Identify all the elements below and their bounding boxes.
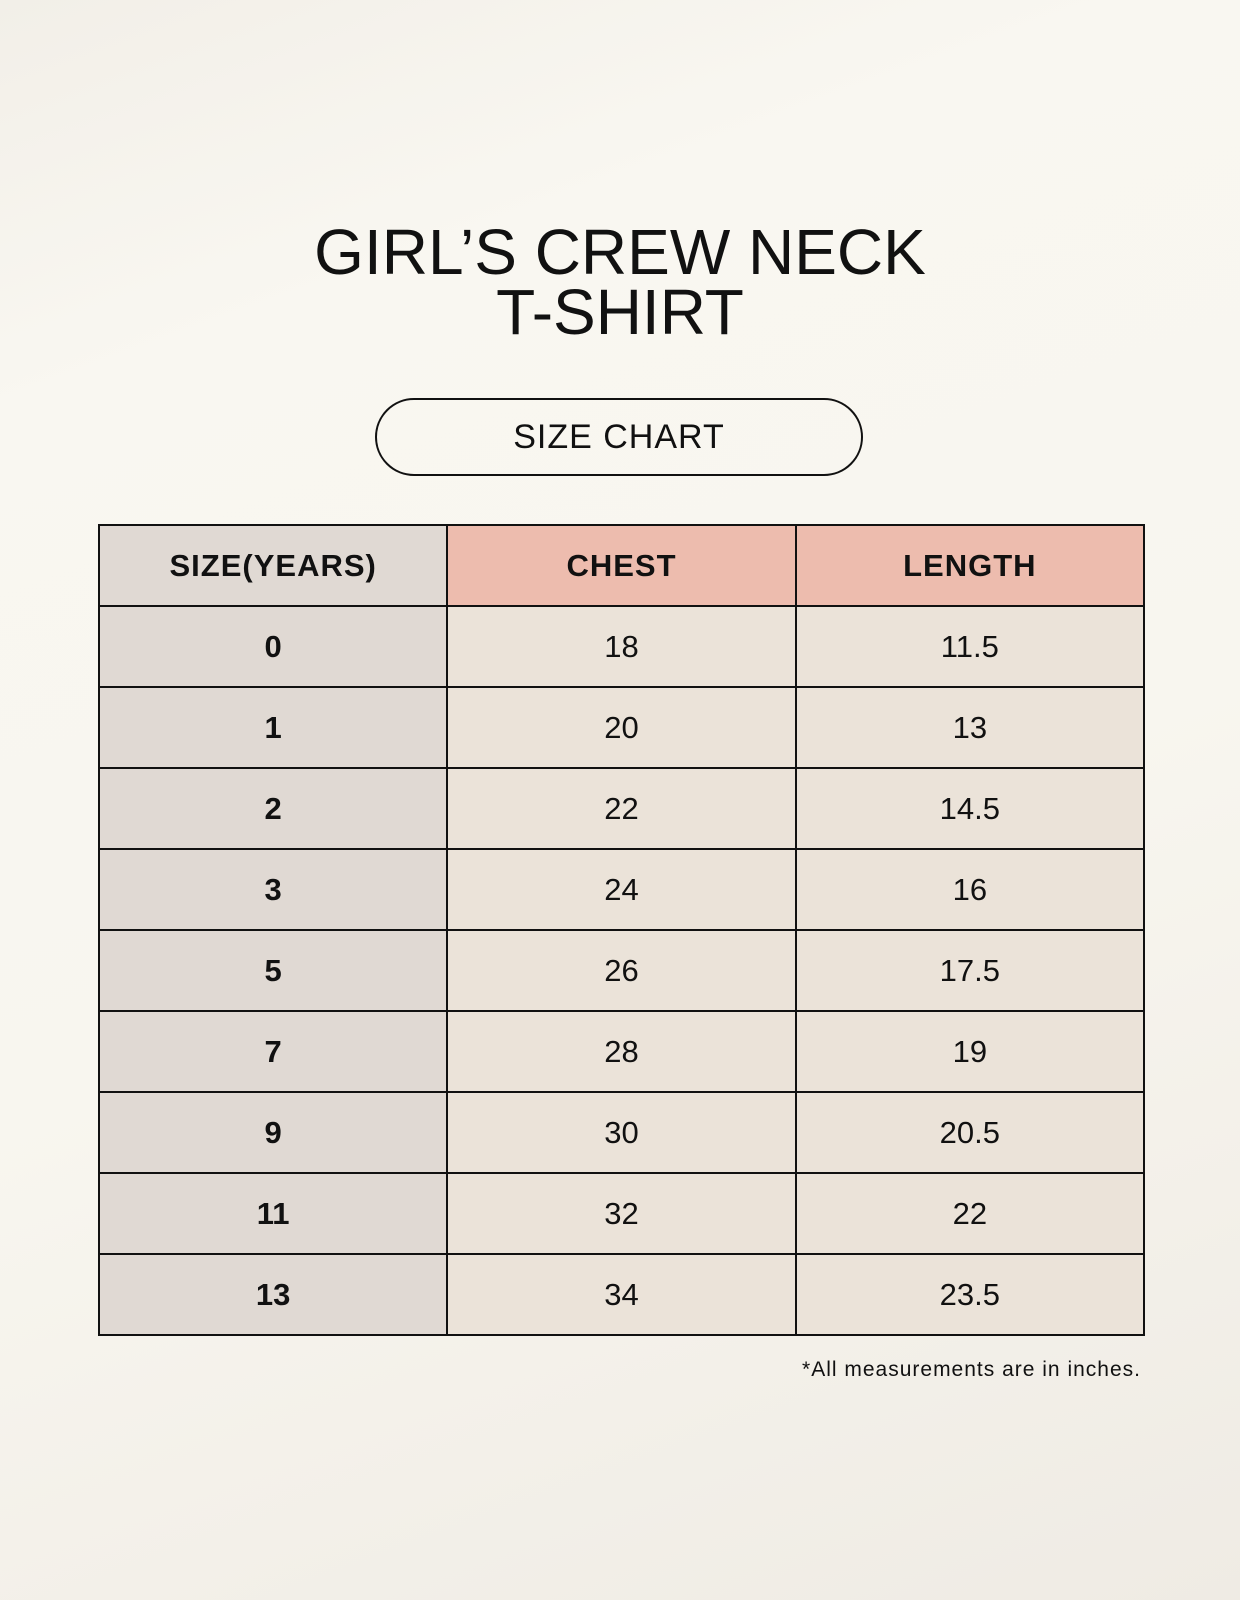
table-row: 2 22 14.5 <box>97 767 1146 850</box>
chest-cell: 20 <box>446 686 797 769</box>
header-chest: CHEST <box>446 524 797 607</box>
size-table: SIZE(YEARS) CHEST LENGTH 0 18 11.5 1 20 13 2 22… <box>97 524 1146 1336</box>
size-cell: 2 <box>97 767 449 850</box>
length-cell: 17.5 <box>794 929 1146 1012</box>
size-cell: 3 <box>97 848 449 931</box>
length-cell: 13 <box>794 686 1146 769</box>
table-row: 3 24 16 <box>97 848 1146 931</box>
table-row: 9 30 20.5 <box>97 1091 1146 1174</box>
size-cell: 11 <box>97 1172 449 1255</box>
chest-cell: 34 <box>446 1253 797 1336</box>
chest-cell: 24 <box>446 848 797 931</box>
length-cell: 19 <box>794 1010 1146 1093</box>
size-cell: 5 <box>97 929 449 1012</box>
size-cell: 13 <box>97 1253 449 1336</box>
chest-cell: 28 <box>446 1010 797 1093</box>
size-cell: 9 <box>97 1091 449 1174</box>
size-chart-label: SIZE CHART <box>375 398 863 476</box>
length-cell: 20.5 <box>794 1091 1146 1174</box>
table-header-row: SIZE(YEARS) CHEST LENGTH <box>97 524 1146 607</box>
chest-cell: 30 <box>446 1091 797 1174</box>
length-cell: 22 <box>794 1172 1146 1255</box>
page-title: GIRL’S CREW NECK T-SHIRT <box>0 216 1240 348</box>
size-cell: 0 <box>97 605 449 688</box>
title-line-2: T-SHIRT <box>496 276 744 348</box>
size-chart-text: SIZE CHART <box>513 417 725 456</box>
table-row: 11 32 22 <box>97 1172 1146 1255</box>
chest-cell: 22 <box>446 767 797 850</box>
header-length: LENGTH <box>794 524 1146 607</box>
table-row: 5 26 17.5 <box>97 929 1146 1012</box>
length-cell: 11.5 <box>794 605 1146 688</box>
length-cell: 16 <box>794 848 1146 931</box>
header-size: SIZE(YEARS) <box>97 524 449 607</box>
title-line-1: GIRL’S CREW NECK <box>314 216 926 288</box>
chest-cell: 26 <box>446 929 797 1012</box>
length-cell: 23.5 <box>794 1253 1146 1336</box>
table-row: 0 18 11.5 <box>97 605 1146 688</box>
length-cell: 14.5 <box>794 767 1146 850</box>
size-cell: 1 <box>97 686 449 769</box>
table-row: 1 20 13 <box>97 686 1146 769</box>
chest-cell: 32 <box>446 1172 797 1255</box>
footnote: *All measurements are in inches. <box>802 1358 1141 1381</box>
chest-cell: 18 <box>446 605 797 688</box>
table-row: 13 34 23.5 <box>97 1253 1146 1336</box>
size-cell: 7 <box>97 1010 449 1093</box>
table-row: 7 28 19 <box>97 1010 1146 1093</box>
